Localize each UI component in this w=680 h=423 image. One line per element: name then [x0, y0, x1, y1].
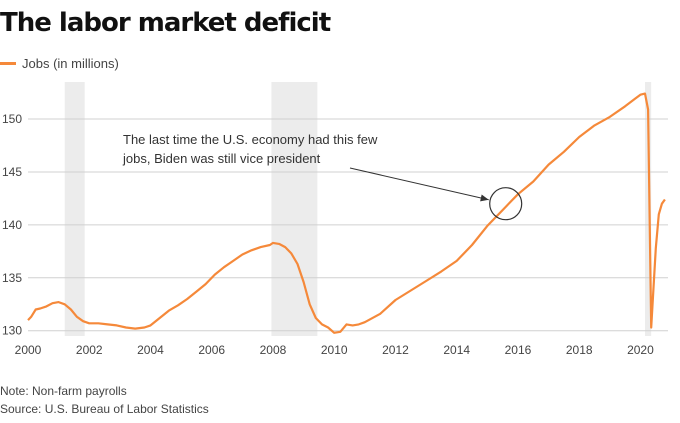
recession-band-0 [64, 82, 85, 336]
annotation-arrow-head [480, 194, 489, 202]
annotation-arrow-line [349, 167, 489, 201]
y-tick-label-130: 130 [2, 324, 22, 338]
x-tick-label-2020: 2020 [627, 343, 654, 357]
x-tick-label-2000: 2000 [15, 343, 42, 357]
chart-legend: Jobs (in millions) [0, 56, 119, 71]
legend-label-jobs: Jobs (in millions) [22, 56, 119, 71]
x-tick-label-2016: 2016 [505, 343, 532, 357]
x-tick-label-2004: 2004 [137, 343, 164, 357]
chart-source: Source: U.S. Bureau of Labor Statistics [0, 402, 209, 416]
recession-band-2 [645, 82, 652, 336]
x-tick-label-2002: 2002 [76, 343, 103, 357]
y-tick-label-145: 145 [2, 165, 22, 179]
annotation-text-line-1: jobs, Biden was still vice president [122, 151, 321, 166]
x-tick-label-2018: 2018 [566, 343, 593, 357]
recession-band-1 [271, 82, 318, 336]
chart-title: The labor market deficit [0, 8, 331, 38]
chart-note: Note: Non-farm payrolls [0, 384, 127, 398]
x-tick-label-2010: 2010 [321, 343, 348, 357]
x-tick-label-2006: 2006 [198, 343, 225, 357]
annotation-text-line-0: The last time the U.S. economy had this … [123, 132, 378, 147]
x-tick-label-2008: 2008 [260, 343, 287, 357]
legend-swatch-jobs [0, 62, 16, 65]
x-tick-label-2012: 2012 [382, 343, 409, 357]
x-tick-label-2014: 2014 [443, 343, 470, 357]
y-tick-label-135: 135 [2, 271, 22, 285]
y-tick-label-150: 150 [2, 112, 22, 126]
annotation-circle [489, 187, 523, 221]
y-tick-label-140: 140 [2, 218, 22, 232]
series-line-jobs [27, 92, 666, 334]
